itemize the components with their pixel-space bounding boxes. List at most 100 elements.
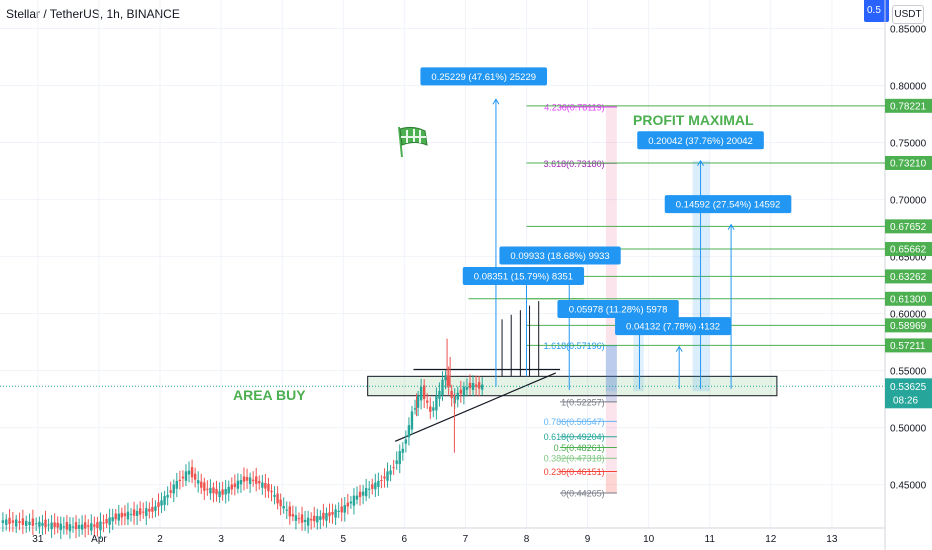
candle-body <box>407 425 411 438</box>
candle-body <box>233 483 237 488</box>
candle-body <box>419 386 423 401</box>
measure-box <box>664 195 792 214</box>
y-tick-label: 0.45000 <box>890 481 927 492</box>
candle-body <box>18 521 21 524</box>
fib-level-label: 0(0.44265) <box>561 489 605 499</box>
candle-body <box>215 488 218 495</box>
candle-body <box>435 396 438 411</box>
measure-arrow-head <box>727 223 735 230</box>
candle-body <box>138 508 142 515</box>
x-tick-label: 31 <box>32 534 44 545</box>
candle-body <box>123 513 127 517</box>
candle-body <box>462 386 466 396</box>
measure-arrow-head <box>492 98 500 105</box>
candle-body <box>163 496 166 505</box>
candle-body <box>93 524 96 527</box>
candle-body <box>325 513 328 521</box>
measure-arrow-head <box>675 345 683 352</box>
candle-body <box>309 518 313 521</box>
candle-body <box>331 511 334 515</box>
candle-body <box>306 517 310 526</box>
candle-body <box>184 471 188 481</box>
target-price-label: 0.78221 <box>890 101 927 112</box>
fib-level-label: 0.5(0.48261) <box>554 443 605 453</box>
candle-body <box>209 487 212 494</box>
measure-label: 0.25229 (47.61%) 25229 <box>431 72 536 83</box>
candle-body <box>328 512 331 517</box>
candle-body <box>465 386 469 390</box>
x-tick-label: 5 <box>340 534 346 545</box>
candle-body <box>178 479 182 482</box>
candle-body <box>276 493 279 504</box>
target-price-tag <box>885 219 932 234</box>
candle-body <box>316 515 319 523</box>
candle-body <box>337 510 340 512</box>
candle-body <box>300 514 304 523</box>
candle-body <box>218 491 221 497</box>
target-price-tag <box>885 318 932 333</box>
candle-body <box>389 470 392 475</box>
candle-body <box>480 384 484 390</box>
candle-body <box>129 513 133 515</box>
measure-box <box>499 246 621 265</box>
triangle-support-line <box>394 372 557 442</box>
candle-body <box>410 411 414 430</box>
y-tick-label: 0.55000 <box>890 367 927 378</box>
measure-arrow-head <box>697 159 704 167</box>
measure-label: 0.05978 (11.28%) 5978 <box>569 305 668 316</box>
candle-body <box>349 501 353 504</box>
current-price-label: 0.53625 <box>890 382 927 393</box>
candle-body <box>380 479 383 481</box>
candle-body <box>294 515 298 521</box>
x-tick-label: 9 <box>585 534 591 545</box>
fib-level-label: 0.382(0.47318) <box>544 454 605 464</box>
candle-body <box>285 509 288 511</box>
candle-body <box>135 510 139 516</box>
candle-body <box>65 522 69 530</box>
target-price-tag <box>885 98 932 113</box>
candle-body <box>364 488 368 497</box>
currency-selector[interactable]: USDT <box>892 5 924 24</box>
candle-body <box>193 473 197 480</box>
target-price-label: 0.57211 <box>890 341 926 352</box>
candle-body <box>44 519 47 528</box>
fib-band-blue <box>605 345 617 402</box>
candle-body <box>190 467 194 478</box>
candle-body <box>358 491 362 498</box>
candle-body <box>441 379 444 396</box>
candle-body <box>352 495 356 506</box>
candle-body <box>438 391 441 399</box>
candle-body <box>96 522 99 528</box>
candle-body <box>361 491 365 496</box>
measure-label: 0.14592 (27.54%) 14592 <box>676 200 781 211</box>
x-tick-label: 6 <box>402 534 408 545</box>
y-tick-label: 0.50000 <box>890 424 927 435</box>
candle-body <box>386 471 389 481</box>
measure-label: 0.08351 (15.79%) 8351 <box>474 271 573 282</box>
y-tick-label: 0.80000 <box>890 82 927 93</box>
candle-body <box>148 508 151 512</box>
candle-body <box>102 522 105 524</box>
candle-body <box>340 506 343 513</box>
fib-level-label: 3.618(0.73180) <box>544 159 605 169</box>
candle-body <box>154 506 157 511</box>
candle-body <box>111 517 114 522</box>
x-tick-label: 4 <box>279 534 285 545</box>
candle-body <box>468 382 472 389</box>
candle-body <box>322 512 325 520</box>
candle-body <box>142 511 145 513</box>
candle-body <box>313 515 316 522</box>
symbol-title: Stellar / TetherUS, 1h, BINANCE <box>6 7 180 21</box>
candle-body <box>68 524 72 532</box>
fib-level-label: 1.618(0.57196) <box>544 341 605 351</box>
candle-body <box>157 502 160 507</box>
candle-body <box>474 384 478 387</box>
x-tick-label: Apr <box>91 534 107 545</box>
candle-body <box>84 522 87 529</box>
measure-box <box>462 266 585 285</box>
target-price-tag <box>885 291 932 306</box>
candle-body <box>120 512 124 518</box>
candle-body <box>377 480 380 487</box>
measure-arrow-head <box>523 267 530 274</box>
